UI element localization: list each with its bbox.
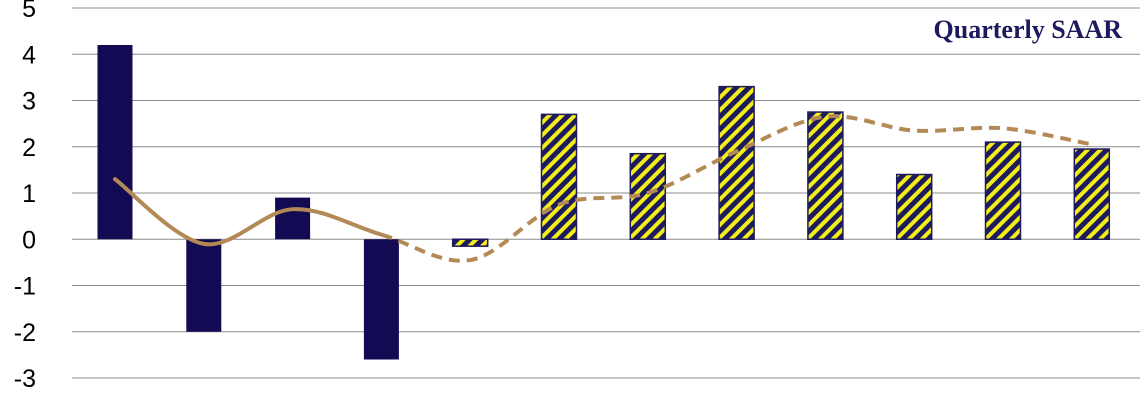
gridlines bbox=[72, 7, 1140, 379]
bar-forecast bbox=[895, 173, 933, 240]
y-tick-label: 3 bbox=[22, 88, 36, 116]
bar-forecast bbox=[629, 152, 667, 240]
trend-line-dashed bbox=[380, 114, 1093, 263]
y-tick-label: -2 bbox=[14, 319, 36, 347]
y-tick-label: 4 bbox=[22, 41, 36, 69]
bar-forecast bbox=[1073, 148, 1111, 240]
bar-actual bbox=[275, 197, 311, 240]
y-axis-tick-labels: 5 4 3 2 1 0 -1 -2 -3 bbox=[14, 0, 36, 393]
bars bbox=[97, 45, 1111, 360]
y-tick-label: 1 bbox=[22, 180, 36, 208]
bar-actual bbox=[186, 239, 222, 332]
trend-line bbox=[113, 114, 1093, 263]
y-tick-label: -1 bbox=[14, 273, 36, 301]
bar-forecast bbox=[807, 111, 844, 240]
trend-line-solid bbox=[113, 177, 384, 247]
chart-title: Quarterly SAAR bbox=[934, 15, 1123, 44]
bar-forecast bbox=[451, 238, 489, 247]
y-tick-label: -3 bbox=[14, 365, 36, 393]
y-tick-label: 2 bbox=[22, 134, 36, 162]
y-tick-label: 5 bbox=[22, 0, 36, 23]
bar-forecast bbox=[718, 85, 755, 240]
bar-forecast bbox=[984, 141, 1022, 240]
bar-forecast bbox=[540, 113, 578, 240]
y-tick-label: 0 bbox=[22, 226, 36, 254]
bar-actual bbox=[363, 239, 399, 360]
bar-actual bbox=[97, 45, 133, 240]
